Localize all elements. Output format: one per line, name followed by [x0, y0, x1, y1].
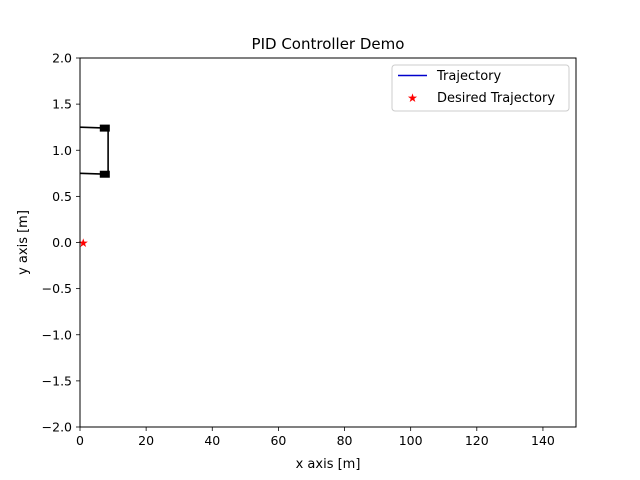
legend-box: [391, 64, 570, 112]
x-tick-label: 140: [531, 433, 555, 448]
vehicle-wheel: [99, 124, 110, 132]
y-tick-label: −2.0: [42, 420, 72, 435]
x-tick-label: 0: [76, 433, 84, 448]
x-tick-label: 100: [399, 433, 423, 448]
x-tick-label: 120: [465, 433, 489, 448]
data-layer: ★: [78, 124, 110, 250]
y-tick-label: 0.0: [52, 235, 72, 250]
y-tick-label: −1.5: [42, 373, 72, 388]
legend-trajectory-label: Trajectory: [436, 69, 501, 84]
y-tick-label: 0.5: [52, 189, 72, 204]
y-tick-label: −1.0: [42, 327, 72, 342]
plot-background: [80, 58, 576, 427]
y-tick-label: −0.5: [42, 281, 72, 296]
x-tick-label: 80: [337, 433, 353, 448]
x-tick-label: 60: [270, 433, 286, 448]
desired-trajectory-point: ★: [78, 236, 89, 250]
y-axis: 2.0 1.5 1.0 0.5 0.0 −0.5 −1.0 −1.5 −2.0: [42, 51, 80, 435]
y-axis-label: y axis [m]: [16, 210, 31, 275]
x-axis: 0 20 40 60 80 100 120 140: [76, 427, 555, 448]
plot-area: ★: [78, 57, 577, 428]
x-tick-label: 20: [138, 433, 154, 448]
x-tick-label: 40: [204, 433, 220, 448]
chart-title: PID Controller Demo: [252, 35, 405, 53]
legend-desired-trajectory-label: Desired Trajectory: [437, 91, 555, 106]
y-tick-label: 1.5: [52, 97, 72, 112]
y-tick-label: 2.0: [52, 51, 72, 66]
legend: Trajectory ★ Desired Trajectory: [391, 64, 570, 112]
vehicle-wheel: [99, 170, 110, 178]
y-tick-label: 1.0: [52, 143, 72, 158]
x-axis-label: x axis [m]: [296, 457, 361, 472]
legend-desired-trajectory-marker: ★: [407, 91, 418, 105]
